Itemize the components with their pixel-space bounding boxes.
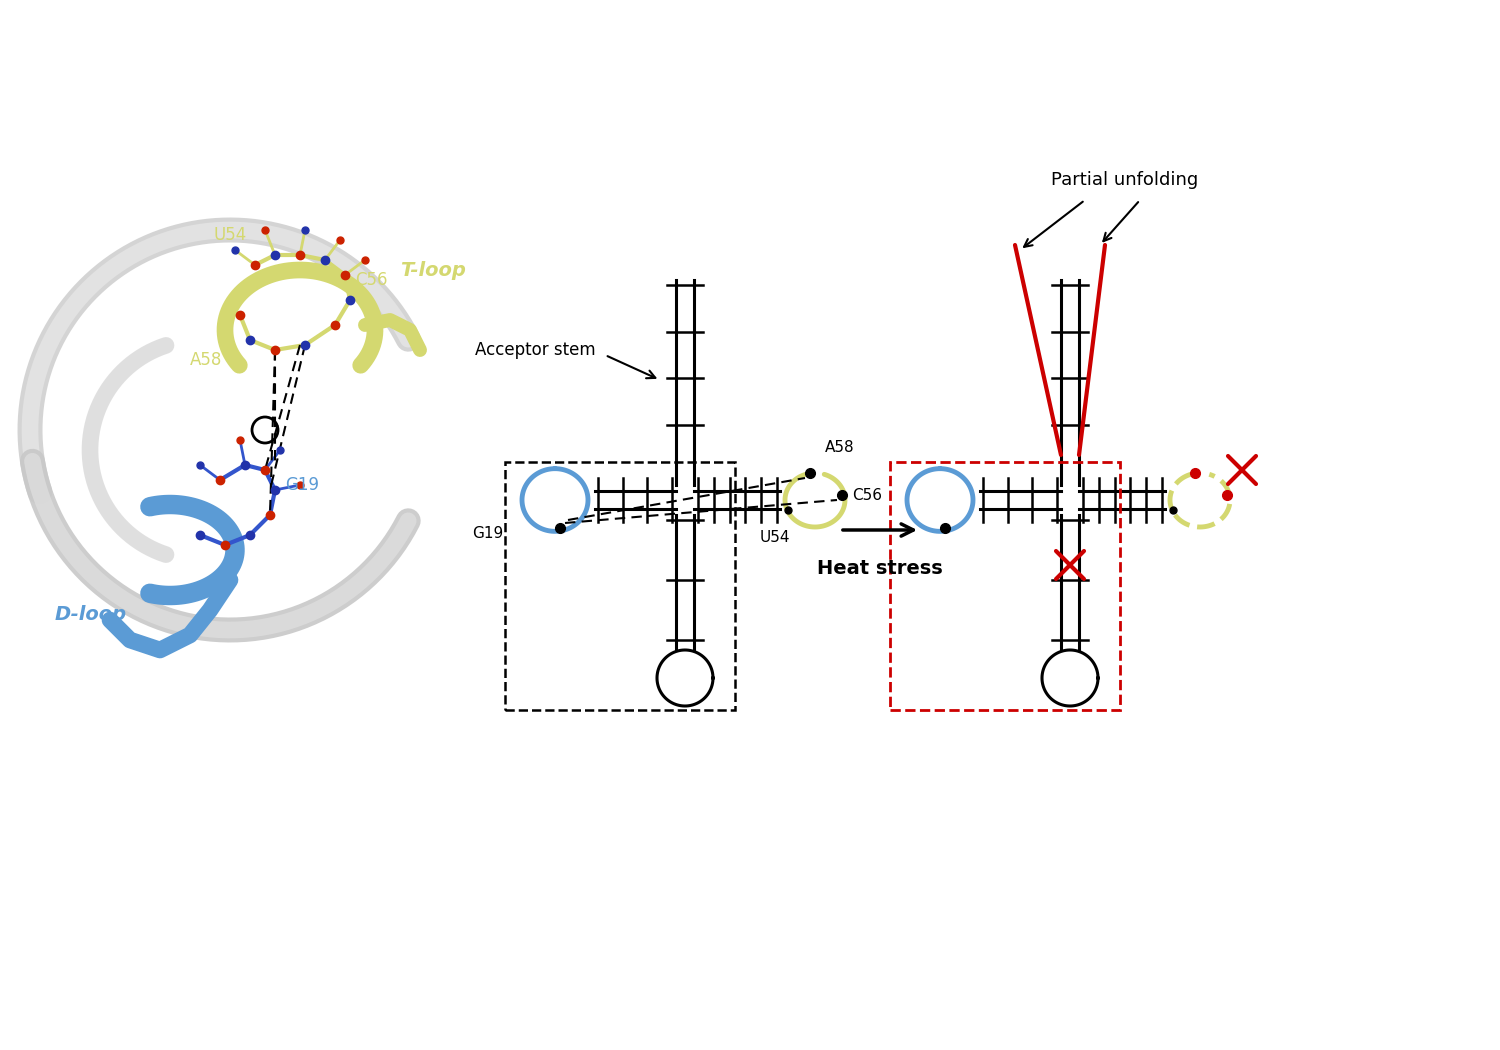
Text: C56: C56 <box>852 487 882 503</box>
Text: Heat stress: Heat stress <box>818 559 944 578</box>
Text: G19: G19 <box>471 525 502 541</box>
Text: Partial unfolding: Partial unfolding <box>1052 171 1199 189</box>
Text: U54: U54 <box>760 530 790 546</box>
Text: C56: C56 <box>356 271 387 289</box>
Text: U54: U54 <box>213 226 246 244</box>
Text: A58: A58 <box>190 351 222 369</box>
Text: T-loop: T-loop <box>400 260 466 279</box>
Bar <box>506 462 735 710</box>
Bar <box>890 462 1120 710</box>
Text: A58: A58 <box>825 441 855 456</box>
Text: D-loop: D-loop <box>56 606 128 625</box>
Text: Acceptor stem: Acceptor stem <box>476 341 596 359</box>
Text: G19: G19 <box>285 476 320 494</box>
